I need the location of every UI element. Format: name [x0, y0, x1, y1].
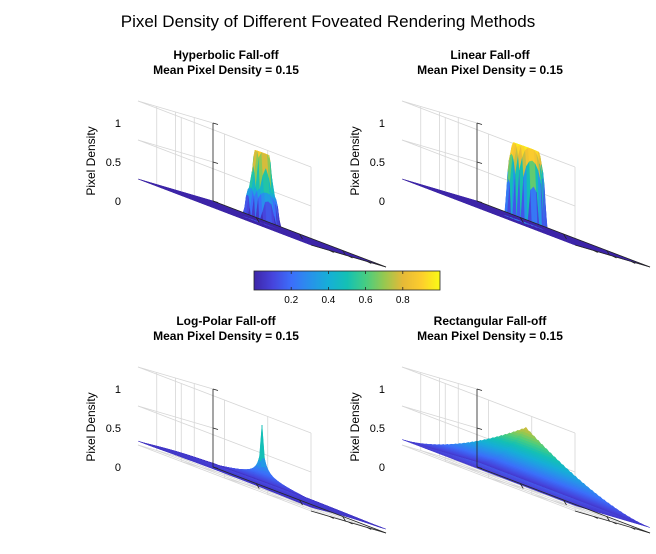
- colorbar-tick-label: 0.8: [396, 295, 410, 306]
- colorbar-gradient: [253, 270, 441, 291]
- x-tick: [519, 217, 524, 223]
- z-tick-label: 1: [115, 384, 121, 396]
- subplot-title: Log-Polar Fall-off: [176, 314, 276, 328]
- x-tick: [563, 499, 567, 506]
- x-tick: [299, 499, 303, 506]
- colorbar-tick-label: 0.4: [321, 295, 335, 306]
- z-tick-label: 1: [379, 384, 385, 396]
- subplot-subtitle: Mean Pixel Density = 0.15: [153, 329, 299, 343]
- z-tick-label: 0.5: [106, 157, 121, 169]
- z-tick-label: 0.5: [370, 157, 385, 169]
- colorbar: 0.2 0.4 0.6 0.8: [253, 270, 441, 306]
- colorbar-tick-label: 0.6: [359, 295, 373, 306]
- x-tick: [299, 233, 303, 240]
- y-axis-line: [574, 244, 651, 268]
- x-axis-line: [212, 466, 387, 534]
- y-axis-line: [310, 510, 387, 534]
- z-tick-label: 0: [379, 196, 385, 208]
- z-axis: 0 0.5 1 Pixel Density: [348, 384, 651, 534]
- x-axis-line: [212, 200, 387, 268]
- x-tick: [255, 217, 260, 223]
- x-axis-line: [476, 200, 651, 268]
- z-axis-label: Pixel Density: [348, 392, 362, 461]
- surface: [401, 426, 651, 528]
- figure-title: Pixel Density of Different Foveated Rend…: [121, 12, 536, 31]
- x-tick: [519, 483, 524, 489]
- subplot-subtitle: Mean Pixel Density = 0.15: [153, 63, 299, 77]
- subplot-subtitle: Mean Pixel Density = 0.15: [417, 329, 563, 343]
- subplot-title: Hyperbolic Fall-off: [173, 48, 279, 62]
- z-tick-label: 0.5: [106, 423, 121, 435]
- z-axis: 0 0.5 1 Pixel Density: [84, 384, 387, 534]
- subplot-subtitle: Mean Pixel Density = 0.15: [417, 63, 563, 77]
- z-tick-label: 0: [115, 196, 121, 208]
- subplot-title: Linear Fall-off: [450, 48, 530, 62]
- z-tick-label: 0: [379, 462, 385, 474]
- z-axis: 0 0.5 1 Pixel Density: [348, 118, 651, 268]
- surface: [137, 425, 387, 530]
- subplot-title: Rectangular Fall-off: [434, 314, 548, 328]
- colorbar-tick-label: 0.2: [284, 295, 298, 306]
- z-tick-label: 1: [115, 118, 121, 130]
- y-axis-line: [574, 510, 651, 534]
- x-axis-line: [476, 466, 651, 534]
- z-axis-label: Pixel Density: [84, 392, 98, 461]
- z-tick-label: 1: [379, 118, 385, 130]
- x-tick: [563, 233, 567, 240]
- x-tick: [255, 483, 260, 489]
- z-axis-label: Pixel Density: [84, 126, 98, 195]
- z-axis: 0 0.5 1 Pixel Density: [84, 118, 387, 268]
- z-tick-label: 0: [115, 462, 121, 474]
- z-axis-label: Pixel Density: [348, 126, 362, 195]
- y-axis-line: [310, 244, 387, 268]
- z-tick-label: 0.5: [370, 423, 385, 435]
- surface: [137, 149, 387, 268]
